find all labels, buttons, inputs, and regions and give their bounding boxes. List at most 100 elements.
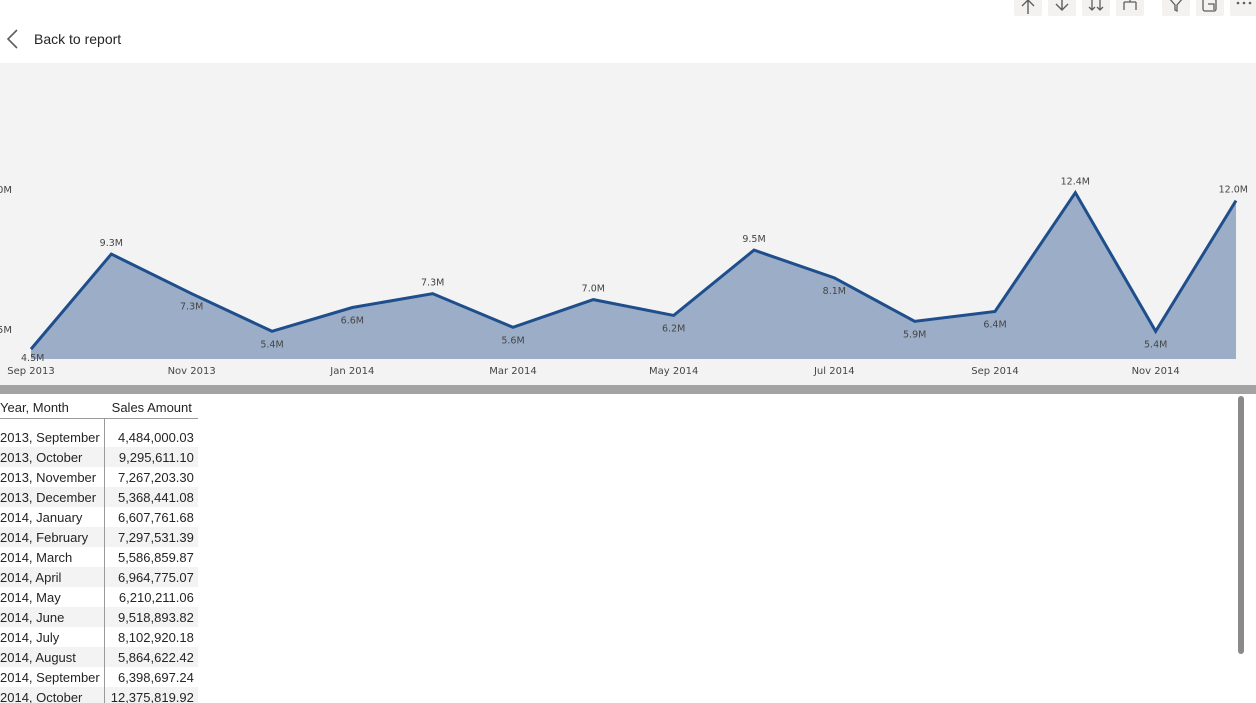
data-label: 6.4M — [983, 319, 1006, 330]
scrollbar-thumb[interactable] — [1238, 396, 1244, 654]
drill-up-button[interactable] — [1014, 0, 1042, 16]
table-row: 2014, March 5,586,859.87 — [0, 547, 198, 567]
data-point[interactable] — [188, 290, 196, 298]
data-label: 4.5M — [21, 353, 44, 364]
next-level-button[interactable] — [1082, 0, 1110, 16]
cell-year-month: 2014, February — [0, 527, 105, 547]
x-tick-label: Sep 2013 — [7, 366, 54, 377]
cell-year-month: 2014, July — [0, 629, 60, 645]
area-chart: 4.5M 9.3M 7.3M 5.4M 6.6M 7.3M 5.6M 7.0M 6.2M 9.5M… — [0, 177, 1248, 377]
cell-year-month: 2014, August — [0, 647, 105, 667]
filter-button[interactable] — [1162, 0, 1190, 16]
data-label: 7.3M — [180, 302, 203, 313]
chevron-left-icon — [6, 29, 18, 49]
more-options-icon — [1236, 1, 1252, 5]
back-to-report-label: Back to report — [34, 31, 122, 47]
table-row: 2013, September 4,484,000.03 — [0, 418, 198, 447]
table-row: 2013, December 5,368,441.08 — [0, 487, 198, 507]
cell-year-month: 2013, October — [0, 447, 105, 467]
cell-year-month: 2014, March — [0, 549, 73, 565]
data-point[interactable] — [1232, 197, 1240, 205]
table-row: 2014, January 6,607,761.68 — [0, 507, 198, 527]
cell-year-month: 2014, September — [0, 669, 100, 685]
data-point[interactable] — [1152, 327, 1160, 335]
table-row: 2014, April 6,964,775.07 — [0, 567, 198, 587]
focus-mode-icon — [1202, 0, 1217, 12]
cell-sales-amount: 8,102,920.18 — [103, 627, 198, 647]
data-point[interactable] — [830, 274, 838, 282]
table-row: 2014, September 6,398,697.24 — [0, 667, 198, 687]
table-row: 2014, October 12,375,819.92 — [0, 687, 198, 703]
cell-year-month: 2013, September — [0, 429, 100, 445]
data-label: 5.4M — [260, 339, 283, 350]
arrow-up-icon — [1021, 0, 1035, 14]
cell-sales-amount: 5,586,859.87 — [103, 547, 198, 567]
cell-sales-amount: 7,297,531.39 — [103, 527, 198, 547]
data-label: 9.3M — [100, 238, 123, 249]
table-row: 2014, July 8,102,920.18 — [0, 627, 198, 647]
cell-sales-amount: 6,964,775.07 — [103, 567, 198, 587]
cell-year-month: 2013, November — [0, 469, 97, 485]
data-point[interactable] — [509, 323, 517, 331]
data-point[interactable] — [670, 311, 678, 319]
data-point[interactable] — [107, 250, 115, 258]
cell-sales-amount: 9,518,893.82 — [103, 607, 198, 627]
sales-table: Year, Month Sales Amount 2013, September… — [0, 396, 198, 703]
data-label: 5.9M — [903, 329, 926, 340]
cell-year-month: 2013, December — [0, 487, 105, 507]
data-label: 5.4M — [1144, 339, 1167, 350]
cell-sales-amount: 4,484,000.03 — [103, 418, 198, 447]
table-header-row: Year, Month Sales Amount — [0, 396, 198, 419]
expand-hierarchy-button[interactable] — [1116, 0, 1144, 16]
data-label: 6.6M — [341, 316, 364, 327]
expand-hierarchy-icon — [1123, 0, 1137, 10]
data-point[interactable] — [589, 296, 597, 304]
y-tick-label: 5M — [0, 325, 12, 336]
cell-sales-amount: 6,398,697.24 — [103, 667, 198, 687]
area-fill — [31, 192, 1236, 359]
x-tick-label: May 2014 — [649, 366, 698, 377]
column-header-sales-amount[interactable]: Sales Amount — [104, 396, 198, 419]
data-point[interactable] — [911, 317, 919, 325]
cell-year-month: 2014, April — [0, 567, 105, 587]
cell-sales-amount: 7,267,203.30 — [103, 467, 198, 487]
line-chart-visual: 4.5M 9.3M 7.3M 5.4M 6.6M 7.3M 5.6M 7.0M 6.2M 9.5M… — [0, 63, 1256, 385]
drill-down-button[interactable] — [1048, 0, 1076, 16]
cell-sales-amount: 5,864,622.42 — [103, 647, 198, 667]
table-row: 2014, August 5,864,622.42 — [0, 647, 198, 667]
data-point[interactable] — [348, 304, 356, 312]
table-row: 2013, October 9,295,611.10 — [0, 447, 198, 467]
data-point[interactable] — [991, 307, 999, 315]
cell-sales-amount: 6,210,211.06 — [103, 587, 198, 607]
series-line[interactable] — [29, 189, 1238, 351]
table-row: 2014, June 9,518,893.82 — [0, 607, 198, 627]
data-table-panel: Year, Month Sales Amount 2013, September… — [0, 394, 1256, 703]
x-tick-label: Sep 2014 — [971, 366, 1018, 377]
focus-divider[interactable] — [0, 385, 1256, 394]
cell-sales-amount: 9,295,611.10 — [103, 447, 198, 467]
data-label: 7.0M — [582, 284, 605, 295]
cell-sales-amount: 5,368,441.08 — [103, 487, 198, 507]
data-label: 12.0M — [1219, 185, 1248, 196]
x-tick-label: Nov 2014 — [1132, 366, 1180, 377]
data-point[interactable] — [268, 327, 276, 335]
more-options-button[interactable] — [1230, 0, 1256, 16]
visual-toolbar — [996, 0, 1256, 18]
table-row: 2014, February 7,297,531.39 — [0, 527, 198, 547]
data-label: 6.2M — [662, 323, 685, 334]
data-point[interactable] — [27, 345, 35, 353]
data-point[interactable] — [1071, 189, 1079, 197]
data-label: 5.6M — [501, 335, 524, 346]
y-tick-label: 0M — [0, 185, 12, 196]
cell-year-month: 2014, May — [0, 589, 61, 605]
focus-mode-button[interactable] — [1196, 0, 1224, 16]
data-label: 9.5M — [742, 234, 765, 245]
data-point[interactable] — [429, 290, 437, 298]
data-point[interactable] — [750, 246, 758, 254]
back-to-report-button[interactable]: Back to report — [4, 26, 121, 52]
arrow-down-icon — [1055, 0, 1069, 11]
filter-icon — [1169, 0, 1183, 13]
data-label: 12.4M — [1061, 177, 1090, 188]
column-header-year-month[interactable]: Year, Month — [0, 396, 105, 419]
cell-year-month: 2014, October — [0, 687, 105, 703]
